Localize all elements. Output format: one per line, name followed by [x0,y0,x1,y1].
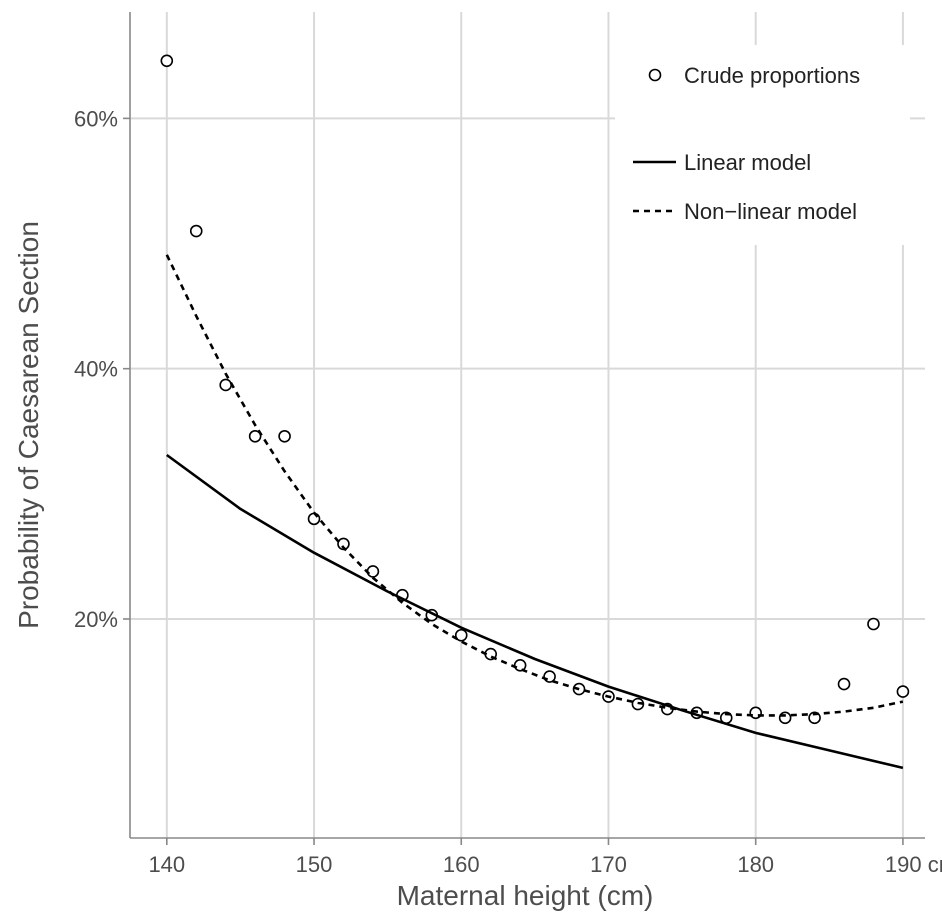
legend-label: Crude proportions [684,63,860,88]
x-axis-label: Maternal height (cm) [397,880,654,911]
x-tick-label: 140 [148,852,185,877]
series-line-nonlinear [165,254,904,717]
series-line-linear [166,453,904,770]
legend-key-crude [648,68,662,82]
legend-label: Non−linear model [684,199,857,224]
y-axis-label: Probability of Caesarean Section [13,221,44,629]
data-point-crude [189,224,203,238]
x-tick-label: 150 [296,852,333,877]
data-point-crude [160,54,174,68]
y-tick-label: 40% [74,357,118,382]
data-point-crude [778,711,792,725]
x-tick-label: 160 [443,852,480,877]
data-point-crude [867,617,880,631]
data-point-crude [454,628,468,642]
y-tick-label: 20% [74,607,118,632]
legend-background [615,45,910,245]
plot-area [160,54,910,770]
data-point-crude [278,429,291,443]
legend-label: Linear model [684,150,811,175]
data-point-crude [366,565,380,578]
axes: 140 150 160 170 180 190 cm 20% 40% 60% [74,12,942,877]
data-point-crude [307,512,321,526]
x-tick-label: 190 cm [885,852,942,877]
x-tick-label: 180 [737,852,774,877]
data-point-crude [837,677,851,691]
data-point-crude [219,378,232,392]
data-point-crude [248,429,262,443]
x-tick-label: 170 [590,852,627,877]
data-point-crude [896,685,910,698]
y-tick-label: 60% [74,106,118,131]
legend: Crude proportions Linear model Non−linear … [615,45,910,245]
